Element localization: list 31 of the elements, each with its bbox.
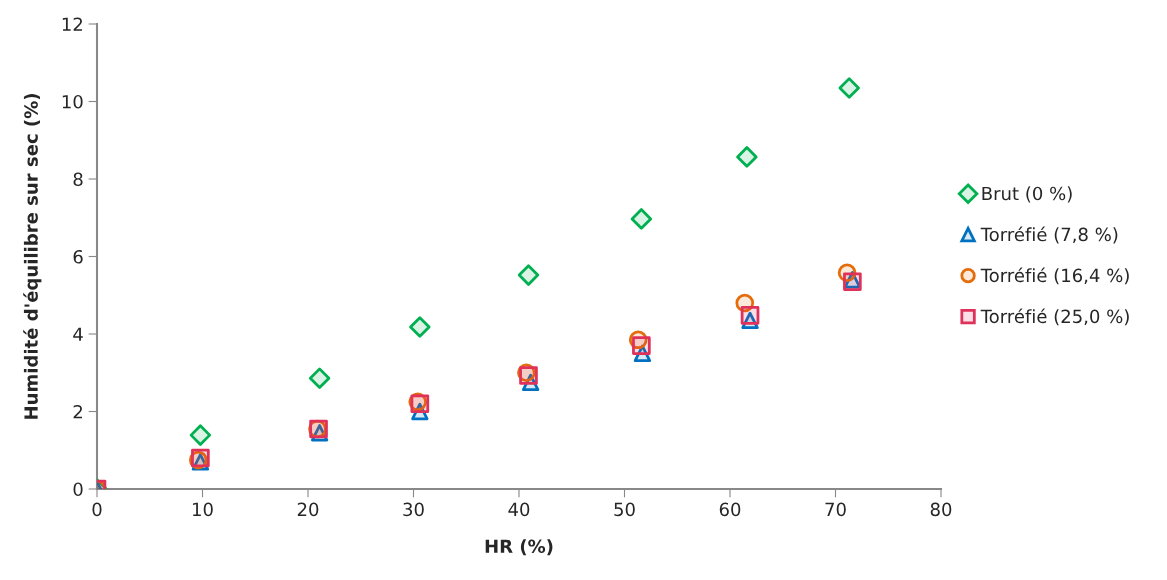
y-tick-label: 12 [62,17,82,31]
x-tick-label: 80 [930,502,952,517]
x-tick-label: 0 [92,502,102,517]
y-axis-title: Humidité d'équilibre sur sec (%) [23,94,42,419]
x-tick-label: 30 [403,502,424,517]
x-tick-label: 60 [719,502,741,517]
point [736,146,758,168]
legend-label: Torréfié (16,4 %) [980,267,1129,285]
x-tick-label: 40 [508,502,530,517]
y-tick-label: 6 [73,249,83,264]
x-tick-label: 10 [193,502,213,517]
y-tick-label: 2 [73,404,82,419]
x-tick-label: 70 [825,502,846,517]
legend-label: Torréfié (25,0 %) [980,308,1129,326]
point [308,367,331,389]
y-tick-label: 10 [62,94,83,109]
point [838,77,860,99]
point [632,336,651,355]
point [517,264,540,286]
point [740,306,760,325]
y-tick-label: 0 [73,482,83,497]
point [409,316,431,338]
y-tick-label: 8 [73,172,83,187]
legend-label: Brut (0 %) [982,186,1072,203]
point [630,208,653,230]
legend-label: Torréfié (7,8 %) [980,226,1118,244]
x-tick-label: 50 [614,502,635,517]
y-tick-label: 4 [73,327,83,341]
x-axis-title: HR (%) [485,539,553,556]
x-tick-label: 20 [297,502,319,517]
point [189,424,212,446]
